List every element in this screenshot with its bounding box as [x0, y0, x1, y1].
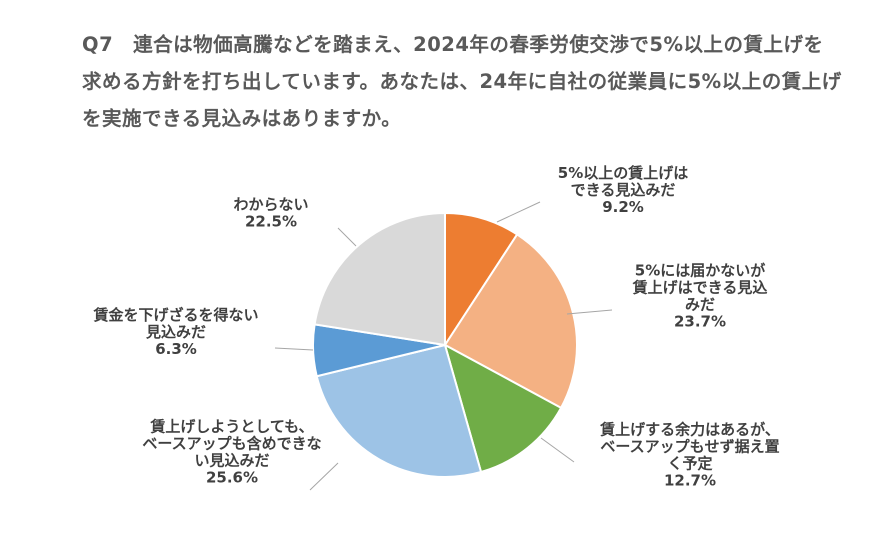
- pie-slice: [313, 211, 446, 347]
- slice-label: わからない 22.5%: [233, 196, 308, 231]
- question-text: Q7 連合は物価高騰などを踏まえ、2024年の春季労使交渉で5%以上の賃上げを求…: [82, 33, 842, 130]
- slice-category-label: 賃上げはできる見込: [632, 279, 768, 297]
- slice-label: 賃上げする余力はあるが、ベースアップもせず据え置く予定 12.7%: [599, 421, 780, 490]
- leader-line: [566, 309, 613, 315]
- slice-category-label: できる見込みだ: [571, 181, 676, 199]
- slice-category-label: ベースアップも含めできな: [142, 435, 321, 453]
- pie-slices: [312, 211, 578, 479]
- slice-label: 5%以上の賃上げはできる見込みだ 9.2%: [558, 164, 688, 216]
- leader-line: [540, 437, 575, 463]
- slice-category-label: 5%以上の賃上げは: [558, 164, 688, 182]
- slice-value-label: 9.2%: [602, 198, 644, 216]
- slice-category-label: みだ: [685, 296, 715, 314]
- leader-line: [337, 227, 357, 247]
- slice-category-label: 賃上げしようとしても、: [149, 418, 313, 436]
- leader-lines: [274, 201, 613, 491]
- slice-value-label: 23.7%: [674, 313, 726, 331]
- slice-category-label: い見込みだ: [194, 452, 269, 470]
- pie-slice: [443, 342, 563, 474]
- slice-value-label: 22.5%: [245, 213, 297, 231]
- slice-category-label: ベースアップもせず据え置: [600, 438, 779, 456]
- slice-category-label: わからない: [233, 196, 308, 214]
- leader-line: [309, 462, 339, 491]
- pie-slice: [315, 343, 483, 479]
- slice-labels: 5%以上の賃上げはできる見込みだ 9.2% 5%には届かないが賃上げはできる見込みだ…: [92, 164, 779, 490]
- slice-category-label: 5%には届かないが: [635, 262, 766, 280]
- slice-category-label: く予定: [667, 455, 712, 473]
- slice-category-label: 見込みだ: [145, 323, 206, 341]
- slice-label: 賃金を下げざるを得ない見込みだ 6.3%: [92, 306, 258, 358]
- slice-label: 賃上げしようとしても、ベースアップも含めできない見込みだ 25.6%: [142, 418, 321, 487]
- leader-line: [274, 347, 314, 351]
- slice-category-label: 賃金を下げざるを得ない: [92, 306, 258, 324]
- slice-label: 5%には届かないが賃上げはできる見込みだ 23.7%: [632, 262, 768, 331]
- slice-value-label: 12.7%: [664, 472, 716, 490]
- slice-category-label: 賃上げする余力はあるが、: [599, 421, 780, 439]
- slice-value-label: 25.6%: [206, 469, 258, 487]
- leader-line: [496, 201, 541, 223]
- pie-slice: [443, 233, 578, 410]
- slice-value-label: 6.3%: [155, 340, 197, 358]
